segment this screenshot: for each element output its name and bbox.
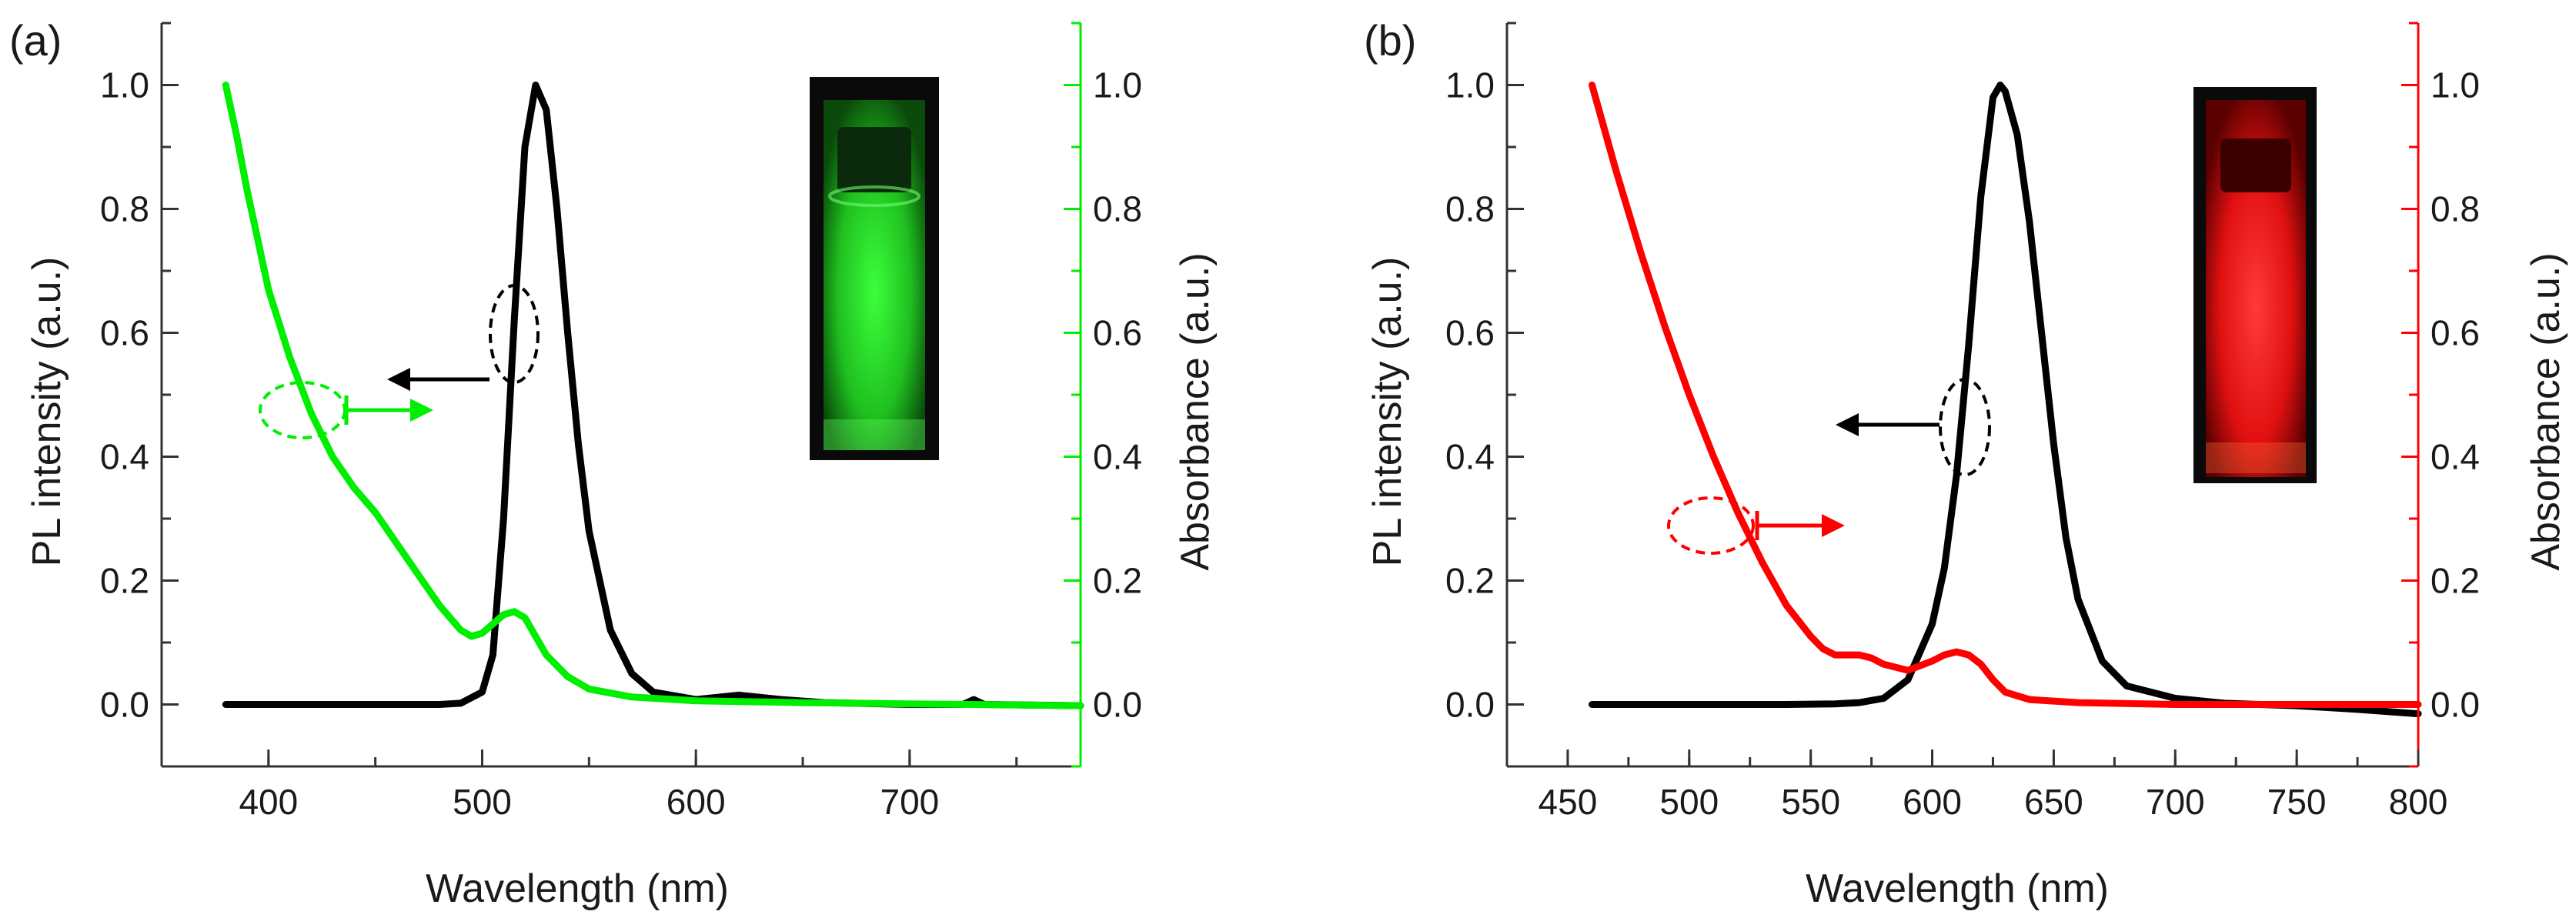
panel-a-left-y-tick-label: 1.0 xyxy=(100,65,149,105)
panel-b-right-y-tick-label: 0.4 xyxy=(2431,437,2480,477)
panel-a-x-tick-label: 400 xyxy=(239,782,298,822)
panel-a-left-y-tick-label: 0.2 xyxy=(100,561,149,601)
panel-b-left-y-tick-label: 1.0 xyxy=(1445,65,1495,105)
panel-b-x-tick-label: 600 xyxy=(1903,782,1962,822)
panel-a-pl-annotation xyxy=(387,284,540,391)
panel-a-inset-cuvette xyxy=(810,77,939,460)
panel-a-right-y-tick-label: 0.0 xyxy=(1093,685,1142,725)
panel-a-right-y-tick-label: 0.2 xyxy=(1093,561,1142,601)
panel-b-right-y-tick-label: 1.0 xyxy=(2431,65,2480,105)
panel-b-x-tick-label: 800 xyxy=(2389,782,2448,822)
panel-b-x-tick-label: 750 xyxy=(2267,782,2327,822)
panel-a-absorbance-annotation xyxy=(259,381,433,439)
panel-a-x-tick-label: 600 xyxy=(667,782,726,822)
panel-a-right-y-tick-label: 1.0 xyxy=(1093,65,1142,105)
panel-a-right-y-tick-label: 0.8 xyxy=(1093,189,1142,229)
panel-b-left-y-tick-label: 0.0 xyxy=(1445,685,1495,725)
panel-a-left-y-tick-label: 0.4 xyxy=(100,437,149,477)
panel-b-series-pl xyxy=(1589,82,2422,718)
panel-a: (a) 400 500 600 700 0.0 0.0 0.2 0.2 0.4 0.4 0.6 0.6… xyxy=(9,16,1218,911)
panel-b-absorbance-annotation xyxy=(1667,496,1845,555)
panel-b-x-tick-label: 500 xyxy=(1659,782,1719,822)
panel-b-left-axis-title: PL intensity (a.u.) xyxy=(1365,257,1410,567)
panel-a-right-axis-title: Absorbance (a.u.) xyxy=(1173,252,1218,570)
panel-b-left-y-tick-label: 0.4 xyxy=(1445,437,1495,477)
panel-a-left-y-tick-label: 0.0 xyxy=(100,685,149,725)
panel-b-right-y-tick-label: 0.8 xyxy=(2431,189,2480,229)
panel-a-left-y-tick-label: 0.8 xyxy=(100,189,149,229)
panel-a-plot-area: 400 500 600 700 0.0 0.0 0.2 0.2 0.4 0.4 0.6 0.6 0.8 0… xyxy=(100,22,1142,822)
panel-b-right-y-tick-label: 0.0 xyxy=(2431,685,2480,725)
panel-a-x-tick-label: 700 xyxy=(880,782,939,822)
panel-a-label: (a) xyxy=(9,16,62,65)
panel-b-x-tick-label: 450 xyxy=(1539,782,1598,822)
panel-b: (b) 450 500 550 600 650 700 750 800 0.0 0.0 0.2 0.2… xyxy=(1364,16,2568,911)
panel-b-x-tick-label: 700 xyxy=(2146,782,2205,822)
panel-a-x-tick-label: 500 xyxy=(453,782,512,822)
panel-a-right-y-tick-label: 0.6 xyxy=(1093,313,1142,353)
panel-a-left-axis-title: PL intensity (a.u.) xyxy=(25,257,69,567)
panel-b-right-axis-title: Absorbance (a.u.) xyxy=(2524,252,2568,570)
panel-b-left-y-tick-label: 0.2 xyxy=(1445,561,1495,601)
panel-b-left-y-tick-label: 0.6 xyxy=(1445,313,1495,353)
panel-b-label: (b) xyxy=(1364,16,1416,65)
panel-b-x-axis-title: Wavelength (nm) xyxy=(1806,866,2109,911)
panel-a-series-pl xyxy=(222,82,1084,709)
panel-b-left-y-tick-label: 0.8 xyxy=(1445,189,1495,229)
panel-a-right-y-tick-label: 0.4 xyxy=(1093,437,1142,477)
panel-b-inset-cuvette xyxy=(2193,87,2317,483)
panel-b-plot-area: 450 500 550 600 650 700 750 800 0.0 0.0 0.2 0.2 0.4 0… xyxy=(1445,22,2480,822)
panel-b-x-tick-label: 550 xyxy=(1781,782,1840,822)
panel-a-x-axis-title: Wavelength (nm) xyxy=(426,866,729,911)
panel-b-x-tick-label: 650 xyxy=(2024,782,2083,822)
panel-b-right-y-tick-label: 0.6 xyxy=(2431,313,2480,353)
panel-b-pl-annotation xyxy=(1836,378,1991,476)
panel-a-series-absorbance xyxy=(222,82,1084,709)
panel-a-left-y-tick-label: 0.6 xyxy=(100,313,149,353)
panel-b-series-absorbance xyxy=(1589,82,2422,708)
panel-b-right-y-tick-label: 0.2 xyxy=(2431,561,2480,601)
